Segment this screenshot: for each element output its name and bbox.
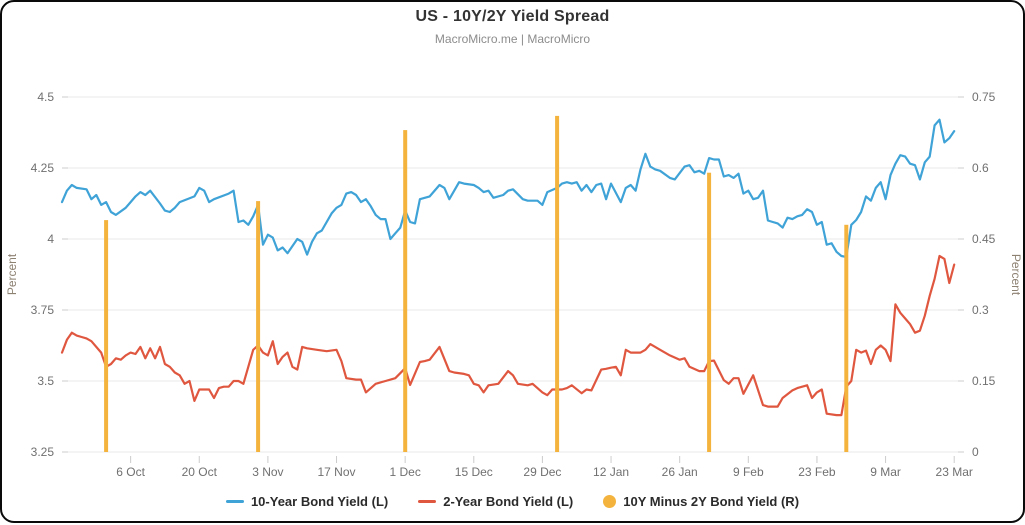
legend-label: 10Y Minus 2Y Bond Yield (R) — [623, 494, 800, 509]
svg-text:0: 0 — [972, 445, 979, 459]
svg-text:0.45: 0.45 — [972, 232, 996, 246]
svg-text:9 Mar: 9 Mar — [870, 465, 901, 479]
svg-text:29 Dec: 29 Dec — [523, 465, 561, 479]
svg-text:26 Jan: 26 Jan — [662, 465, 698, 479]
series-spread-bars[interactable] — [104, 115, 849, 453]
svg-text:9 Feb: 9 Feb — [733, 465, 764, 479]
series-2y-line[interactable] — [60, 254, 956, 417]
svg-text:17 Nov: 17 Nov — [318, 465, 356, 479]
page-title: US - 10Y/2Y Yield Spread — [415, 8, 610, 25]
legend-item-spread[interactable]: 10Y Minus 2Y Bond Yield (R) — [603, 494, 799, 509]
svg-text:20 Oct: 20 Oct — [182, 465, 218, 479]
svg-text:15 Dec: 15 Dec — [455, 465, 493, 479]
svg-text:12 Jan: 12 Jan — [593, 465, 629, 479]
gridlines — [62, 96, 964, 453]
line-marker-icon — [418, 500, 437, 503]
svg-text:3.25: 3.25 — [31, 445, 55, 459]
svg-text:4: 4 — [47, 232, 54, 246]
right-axis: 0.75 0.6 0.45 0.3 0.15 0 Percent — [958, 90, 1023, 459]
series-10y-line[interactable] — [60, 118, 956, 258]
svg-text:0.75: 0.75 — [972, 90, 996, 104]
svg-text:3 Nov: 3 Nov — [252, 465, 283, 479]
svg-text:3.75: 3.75 — [31, 303, 55, 317]
circle-marker-icon — [603, 495, 617, 508]
svg-text:23 Feb: 23 Feb — [798, 465, 836, 479]
svg-text:4.25: 4.25 — [31, 161, 55, 175]
svg-text:4.5: 4.5 — [37, 90, 54, 104]
legend-label: 2-Year Bond Yield (L) — [443, 494, 574, 509]
svg-text:1 Dec: 1 Dec — [389, 465, 420, 479]
svg-text:Percent: Percent — [5, 253, 19, 295]
chart-header: US - 10Y/2Y Yield Spread MacroMicro.me |… — [2, 8, 1023, 46]
x-axis: 6 Oct 20 Oct 3 Nov 17 Nov 1 Dec 15 Dec 29 Dec 1… — [116, 456, 973, 479]
svg-text:23 Mar: 23 Mar — [936, 465, 973, 479]
svg-text:0.3: 0.3 — [972, 303, 989, 317]
legend-item-10y-yield[interactable]: 10-Year Bond Yield (L) — [225, 494, 389, 509]
svg-text:0.6: 0.6 — [972, 161, 989, 175]
svg-text:3.5: 3.5 — [37, 374, 54, 388]
svg-text:0.15: 0.15 — [972, 374, 996, 388]
page-subtitle: MacroMicro.me | MacroMicro — [434, 32, 591, 46]
chart-legend: 10-Year Bond Yield (L) 2-Year Bond Yield… — [2, 494, 1023, 509]
left-axis: 4.5 4.25 4 3.75 3.5 3.25 Percent — [5, 90, 68, 459]
line-marker-icon — [225, 500, 244, 503]
legend-item-2y-yield[interactable]: 2-Year Bond Yield (L) — [418, 494, 573, 509]
legend-label: 10-Year Bond Yield (L) — [250, 494, 389, 509]
svg-text:Percent: Percent — [1009, 254, 1023, 296]
svg-text:6 Oct: 6 Oct — [116, 465, 145, 479]
